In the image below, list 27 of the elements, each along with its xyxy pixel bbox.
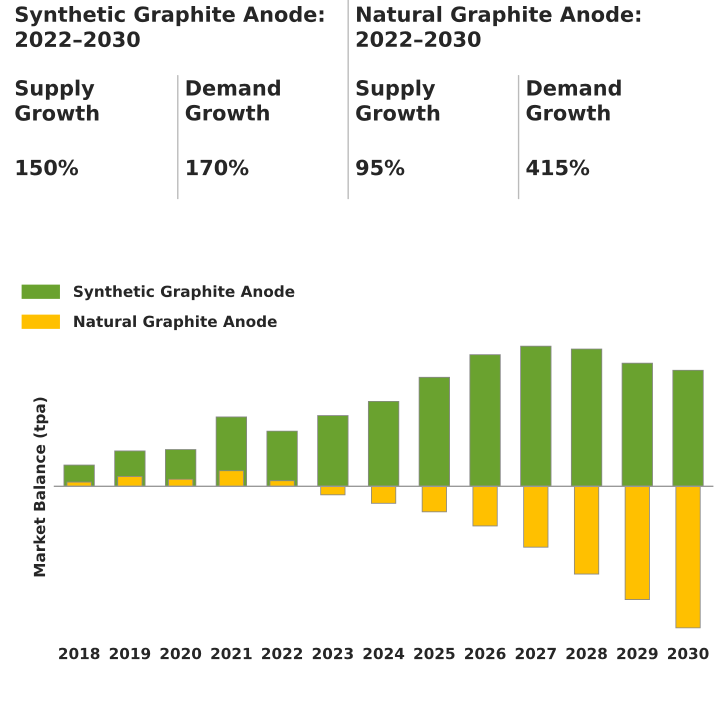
legend-label: Synthetic Graphite Anode bbox=[74, 285, 294, 300]
x-tick-label: 2019 bbox=[110, 648, 150, 660]
x-tick-label: 2029 bbox=[617, 648, 658, 660]
x-tick-label: 2021 bbox=[211, 648, 252, 660]
text: 150% bbox=[16, 160, 78, 176]
x-tick-label: 2027 bbox=[516, 648, 556, 660]
x-tick-label: 2030 bbox=[668, 648, 709, 660]
y-axis-title: Market Balance (tpa) bbox=[33, 398, 48, 576]
text: Demand Growth bbox=[186, 80, 280, 121]
legend-label: Natural Graphite Anode bbox=[74, 315, 277, 330]
x-tick-label: 2024 bbox=[364, 648, 404, 660]
text: 95% bbox=[356, 160, 404, 176]
x-tick-label: 2018 bbox=[59, 648, 100, 660]
x-tick-label: 2025 bbox=[414, 648, 455, 660]
text: 170% bbox=[187, 160, 248, 176]
bar bbox=[266, 430, 298, 487]
x-tick-label: 2022 bbox=[262, 648, 302, 660]
text: Demand Growth bbox=[526, 80, 621, 121]
x-tick-label: 2023 bbox=[312, 648, 353, 660]
text: Supply Growth bbox=[15, 80, 98, 121]
text: Supply Growth bbox=[356, 80, 440, 121]
text: Synthetic Graphite Anode: 2022–2030 bbox=[16, 6, 324, 48]
text: 415% bbox=[526, 160, 590, 176]
text: Natural Graphite Anode: 2022–2030 bbox=[356, 6, 640, 48]
x-tick-label: 2026 bbox=[465, 648, 506, 660]
x-tick-label: 2028 bbox=[566, 648, 607, 660]
x-tick-label: 2020 bbox=[160, 648, 202, 660]
